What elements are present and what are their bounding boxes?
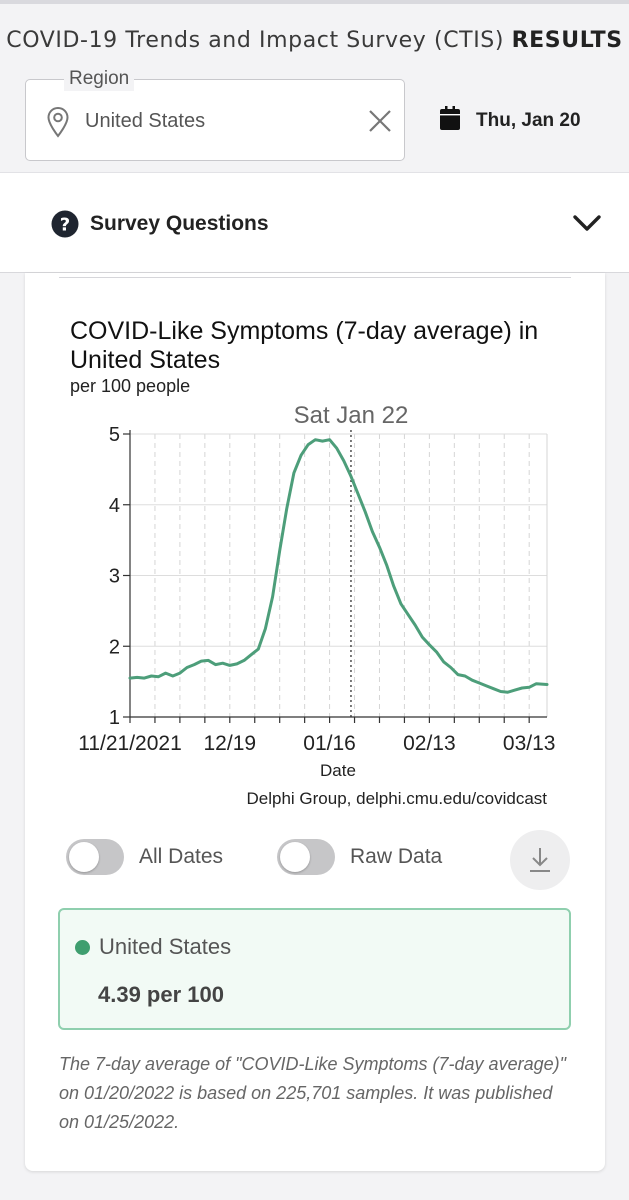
raw-data-toggle-knob bbox=[280, 842, 310, 872]
selected-region-name: United States bbox=[99, 934, 232, 959]
y-tick-label: 5 bbox=[109, 424, 120, 446]
hover-date-label: Sat Jan 22 bbox=[294, 402, 409, 429]
y-tick-label: 3 bbox=[109, 566, 120, 588]
question-circle-icon: ? bbox=[51, 210, 79, 243]
survey-questions-bar[interactable]: ? Survey Questions bbox=[0, 172, 629, 273]
chart-credit: Delphi Group, delphi.cmu.edu/covidcast bbox=[247, 789, 548, 808]
region-value[interactable]: United States bbox=[85, 110, 206, 132]
all-dates-toggle[interactable] bbox=[66, 839, 124, 875]
survey-questions-label: Survey Questions bbox=[90, 212, 269, 235]
chevron-down-icon[interactable] bbox=[572, 213, 602, 238]
all-dates-label: All Dates bbox=[139, 845, 224, 868]
download-button[interactable] bbox=[510, 830, 570, 890]
sample-note: The 7-day average of "COVID-Like Symptom… bbox=[59, 1054, 566, 1132]
y-tick-label: 1 bbox=[109, 707, 120, 729]
app-title-strong: RESULTS bbox=[511, 28, 623, 53]
app-title-main: COVID-19 Trends and Impact Survey (CTIS) bbox=[6, 28, 505, 53]
y-tick-label: 2 bbox=[109, 636, 120, 658]
date-label: Thu, Jan 20 bbox=[476, 110, 581, 131]
top-strip bbox=[0, 0, 629, 4]
selected-value-box: United States 4.39 per 100 bbox=[58, 908, 571, 1030]
raw-data-toggle[interactable] bbox=[277, 839, 335, 875]
raw-data-label: Raw Data bbox=[350, 845, 443, 868]
x-tick-label: 03/13 bbox=[503, 732, 556, 755]
svg-text:?: ? bbox=[60, 215, 70, 236]
y-tick-label: 4 bbox=[109, 495, 120, 517]
app-title: COVID-19 Trends and Impact Survey (CTIS)… bbox=[0, 28, 629, 53]
series-color-dot bbox=[75, 940, 90, 955]
region-legend: Region bbox=[64, 67, 135, 91]
chart-title: COVID-Like Symptoms (7-day average) in U… bbox=[70, 317, 539, 374]
close-icon[interactable] bbox=[367, 108, 393, 139]
x-tick-label: 11/21/2021 bbox=[78, 732, 182, 755]
x-tick-label: 02/13 bbox=[403, 732, 456, 755]
chart-subtitle: per 100 people bbox=[70, 376, 191, 396]
region-select[interactable]: Region United States bbox=[25, 67, 405, 161]
x-tick-label: 12/19 bbox=[204, 732, 257, 755]
download-icon bbox=[530, 848, 550, 872]
selected-value: 4.39 per 100 bbox=[98, 982, 224, 1007]
x-axis-label: Date bbox=[320, 761, 356, 780]
results-card: COVID-Like Symptoms (7-day average) in U… bbox=[25, 273, 605, 1171]
date-picker[interactable]: Thu, Jan 20 bbox=[440, 106, 581, 136]
all-dates-toggle-knob bbox=[69, 842, 99, 872]
calendar-icon bbox=[440, 106, 460, 136]
map-pin-icon bbox=[46, 106, 70, 143]
x-tick-label: 01/16 bbox=[303, 732, 356, 755]
card-divider bbox=[59, 277, 571, 278]
line-chart[interactable]: 1 2 3 4 5 11/21/2021 12/19 01/16 02/13 03/13 Date D… bbox=[25, 273, 605, 813]
series-line bbox=[128, 438, 549, 694]
